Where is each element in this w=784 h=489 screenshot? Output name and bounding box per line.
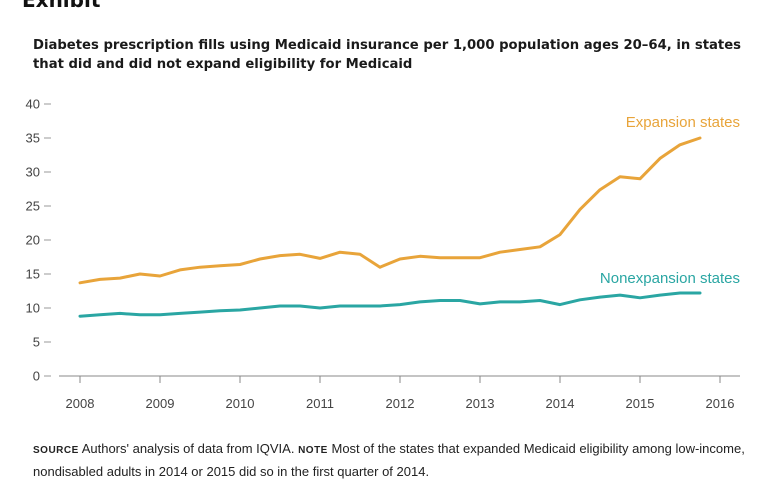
series-line-0 — [78, 136, 702, 285]
y-tick-label: 35 — [26, 131, 40, 146]
y-tick-label: 5 — [33, 335, 40, 350]
x-tick-label: 2012 — [386, 396, 415, 411]
note-text: Most of the states that expanded Medicai… — [33, 441, 745, 479]
source-note: Source Authors' analysis of data from IQ… — [33, 438, 758, 482]
source-text: Authors' analysis of data from IQVIA. — [81, 441, 295, 456]
y-tick-label: 0 — [33, 369, 40, 384]
series-line-1 — [78, 291, 702, 318]
y-tick-label: 40 — [26, 97, 40, 112]
y-axis: 0 5 10 15 20 25 30 35 40 — [26, 97, 51, 384]
series-layer: Expansion states Nonexpansion states — [78, 114, 740, 318]
y-tick-label: 15 — [26, 267, 40, 282]
cropped-heading: Exhibit — [22, 0, 101, 12]
chart-title: Diabetes prescription fills using Medica… — [33, 38, 742, 72]
y-tick-label: 10 — [26, 301, 40, 316]
y-tick-label: 30 — [26, 165, 40, 180]
y-tick-label: 20 — [26, 233, 40, 248]
x-tick-label: 2009 — [146, 396, 175, 411]
source-label: Source — [33, 445, 79, 456]
x-axis: 2008 2009 2010 2011 2012 2013 2014 2015 2016 — [66, 376, 735, 411]
y-tick-label: 25 — [26, 199, 40, 214]
note-label: Note — [298, 445, 328, 456]
x-tick-label: 2015 — [626, 396, 655, 411]
series-label-0: Expansion states — [626, 114, 740, 131]
x-tick-label: 2016 — [706, 396, 735, 411]
x-tick-label: 2008 — [66, 396, 95, 411]
x-tick-label: 2014 — [546, 396, 575, 411]
x-tick-label: 2013 — [466, 396, 495, 411]
x-tick-label: 2011 — [306, 396, 334, 411]
x-tick-label: 2010 — [226, 396, 255, 411]
series-label-1: Nonexpansion states — [600, 270, 740, 287]
